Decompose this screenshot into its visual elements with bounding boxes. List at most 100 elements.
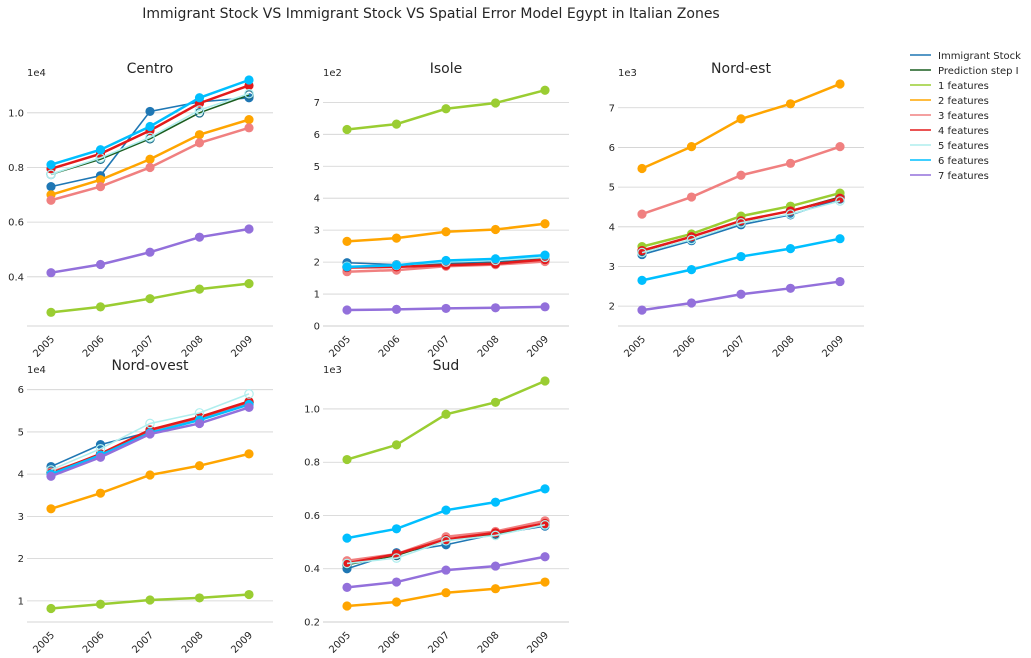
y-tick-label: 5 (609, 183, 615, 194)
series-line (50, 406, 250, 478)
y-tick-label: 5 (314, 162, 320, 173)
x-tick-label: 2009 (820, 334, 846, 360)
panel-centro: 0.4 0.6 0.8 1.0 2005 2006 2007 2008 2009 Centro 1e… (8, 61, 273, 360)
data-point (441, 255, 451, 266)
series-line (641, 145, 841, 216)
y-tick-label: 6 (18, 385, 24, 396)
data-point (46, 182, 56, 192)
data-point (686, 234, 697, 245)
axis-multiplier: 1e4 (27, 365, 46, 376)
data-point (244, 75, 254, 85)
x-tick-label: 2005 (622, 334, 648, 360)
series-1-features (342, 376, 550, 465)
y-tick-label: 0.8 (8, 163, 24, 174)
data-point (194, 461, 205, 471)
data-point (490, 584, 501, 594)
data-point (391, 577, 402, 587)
data-point (95, 182, 106, 192)
data-point (145, 429, 155, 439)
data-point (342, 582, 352, 592)
y-tick-label: 3 (314, 226, 320, 237)
data-point (540, 376, 550, 386)
data-point (145, 294, 155, 304)
series-5-features (342, 519, 550, 569)
data-point (490, 254, 501, 264)
data-point (637, 163, 647, 174)
data-point (244, 88, 254, 99)
data-point (391, 119, 402, 129)
data-point (95, 488, 106, 498)
data-point (145, 470, 155, 480)
legend-label: 2 features (938, 96, 989, 107)
axis-multiplier: 1e3 (618, 68, 637, 79)
data-point (441, 409, 451, 419)
axis-multiplier: 1e4 (27, 68, 46, 79)
data-point (736, 251, 746, 262)
data-point (194, 138, 205, 148)
y-tick-label: 7 (609, 103, 615, 114)
y-tick-label: 0.6 (304, 511, 320, 522)
series-6-features (46, 75, 254, 170)
series-line (346, 524, 546, 565)
data-point (490, 561, 501, 571)
legend-item: 2 features (910, 96, 989, 107)
legend-label: 5 features (938, 141, 989, 152)
series-line (50, 94, 250, 176)
y-tick-label: 3 (18, 512, 24, 523)
x-tick-label: 2005 (327, 630, 353, 656)
y-tick-label: 4 (314, 194, 320, 205)
legend-label: 7 features (938, 171, 989, 182)
data-point (342, 558, 352, 569)
data-point (540, 552, 550, 562)
data-point (540, 302, 550, 312)
data-point (244, 224, 254, 234)
data-point (736, 289, 746, 299)
data-point (391, 260, 402, 270)
legend-label: 3 features (938, 111, 989, 122)
y-tick-label: 6 (609, 143, 615, 154)
panel-title: Nord-est (711, 61, 771, 77)
y-tick-label: 6 (314, 130, 320, 141)
data-point (785, 158, 796, 168)
data-point (835, 193, 845, 203)
panel-sud: 0.2 0.4 0.6 0.8 1.0 2005 2006 2007 2008 2009 Sud 1e… (304, 358, 569, 656)
data-point (244, 279, 254, 289)
panels: 0.4 0.6 0.8 1.0 2005 2006 2007 2008 2009 Centro 1e… (8, 61, 864, 656)
panel-title: Isole (430, 61, 463, 77)
y-tick-label: 2 (18, 554, 24, 565)
data-point (391, 304, 402, 314)
data-point (194, 593, 205, 603)
data-point (342, 305, 352, 315)
y-tick-label: 1.0 (304, 404, 320, 415)
legend-label: 4 features (938, 126, 989, 137)
series-5-features (637, 196, 845, 258)
data-point (194, 284, 205, 294)
data-point (540, 484, 550, 494)
legend-item: 7 features (910, 171, 989, 182)
data-point (441, 565, 451, 575)
series-1-features (46, 589, 254, 614)
data-point (637, 247, 647, 258)
x-tick-label: 2006 (672, 334, 698, 360)
data-point (391, 597, 402, 607)
y-tick-label: 0.6 (8, 218, 24, 229)
data-point (686, 265, 697, 275)
data-point (95, 145, 106, 155)
chart-title: Immigrant Stock VS Immigrant Stock VS Sp… (142, 6, 719, 22)
panel-nord-ovest: 1 2 3 4 5 6 2005 2006 2007 2008 2009 Nord-ovest 1e4 (18, 358, 273, 656)
data-point (244, 449, 254, 459)
x-tick-label: 2008 (180, 334, 206, 360)
data-point (95, 259, 106, 270)
legend-label: Prediction step I (938, 66, 1019, 77)
series-3-features (46, 123, 254, 205)
data-point (785, 283, 796, 293)
data-point (441, 505, 451, 515)
data-point (736, 170, 746, 180)
data-point (244, 389, 254, 399)
data-point (46, 307, 56, 317)
series-1-features (46, 279, 254, 317)
y-tick-label: 7 (314, 98, 320, 109)
data-point (145, 247, 155, 257)
y-tick-label: 4 (609, 222, 615, 233)
data-point (736, 218, 746, 228)
